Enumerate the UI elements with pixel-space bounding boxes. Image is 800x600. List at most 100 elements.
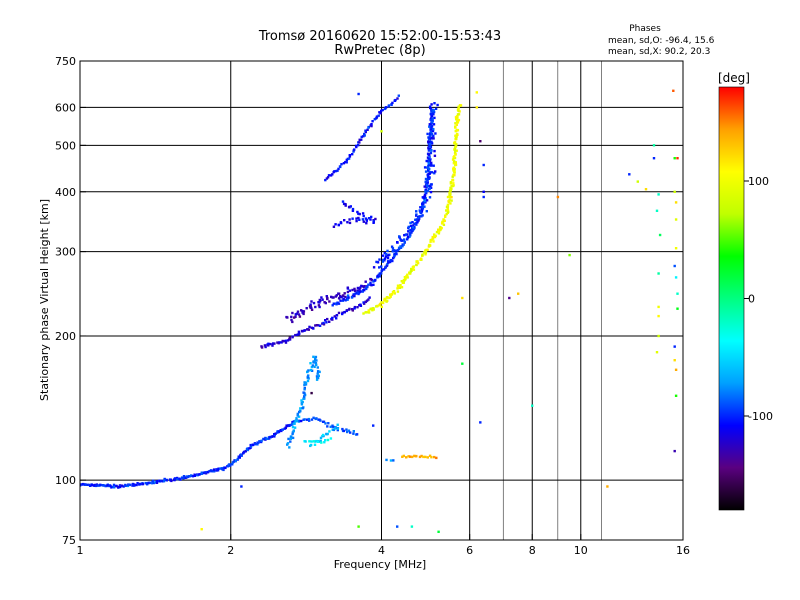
echo-point: [429, 128, 432, 131]
echo-point: [358, 288, 361, 291]
echo-point: [404, 233, 408, 236]
echo-point: [344, 295, 347, 299]
echo-point: [161, 480, 164, 483]
echo-point: [449, 202, 452, 205]
echo-point: [343, 311, 346, 314]
echo-point: [246, 448, 250, 452]
echo-point: [286, 443, 289, 446]
echo-point: [676, 292, 679, 295]
echo-point: [437, 232, 441, 235]
echo-point: [428, 135, 431, 138]
echo-point: [301, 330, 304, 333]
echo-point: [340, 296, 343, 299]
echo-point: [412, 224, 415, 227]
echo-point: [428, 148, 431, 151]
echo-point: [409, 272, 412, 275]
echo-point: [342, 162, 346, 165]
echo-point: [381, 268, 384, 271]
x-tick-label: 4: [378, 544, 385, 557]
echo-point: [234, 459, 237, 462]
echo-point: [354, 144, 358, 148]
echo-point: [452, 184, 455, 187]
echo-point: [296, 419, 299, 423]
echo-point: [437, 530, 440, 533]
echo-point: [378, 275, 381, 278]
echo-point: [173, 478, 176, 482]
echo-point: [302, 418, 305, 421]
echo-point: [312, 416, 315, 419]
echo-point: [439, 225, 442, 229]
echo-point: [139, 482, 142, 486]
echo-point: [404, 276, 407, 280]
echo-point: [315, 417, 318, 420]
echo-point: [268, 437, 271, 440]
echo-point: [351, 153, 354, 156]
echo-point: [452, 166, 456, 169]
echo-point: [432, 240, 435, 243]
echo-point: [380, 109, 383, 113]
echo-point: [292, 429, 295, 432]
echo-point: [293, 426, 297, 429]
echo-point: [380, 272, 383, 275]
echo-point: [307, 369, 310, 372]
echo-point: [419, 206, 422, 209]
echo-point: [314, 358, 317, 361]
echo-point: [246, 447, 249, 450]
echo-point: [350, 296, 354, 299]
echo-point: [286, 442, 290, 445]
echo-point: [396, 97, 399, 100]
echo-point: [479, 421, 482, 424]
echo-point: [315, 378, 319, 381]
echo-point: [424, 177, 428, 181]
x-tick-label: 6: [466, 544, 473, 557]
echo-point: [358, 218, 361, 221]
echo-point: [176, 478, 179, 481]
chart-title: Tromsø 20160620 15:52:00-15:53:43: [258, 29, 501, 44]
echo-point: [423, 205, 426, 208]
echo-point: [316, 366, 319, 369]
echo-point: [436, 103, 439, 107]
echo-point: [406, 235, 410, 239]
echo-point: [267, 344, 270, 347]
echo-point: [652, 144, 656, 147]
x-axis-ticks: 1 2 4 6 8 10 16: [77, 534, 690, 557]
echo-point: [389, 459, 393, 462]
echo-point: [188, 475, 192, 478]
echo-point: [293, 422, 296, 425]
echo-point: [325, 321, 328, 324]
echo-point: [307, 417, 311, 421]
echo-point: [332, 425, 335, 429]
echo-point: [365, 299, 369, 302]
echo-point: [412, 268, 416, 271]
echo-point: [398, 235, 401, 238]
echo-point: [346, 286, 349, 289]
echo-point: [363, 132, 366, 136]
echo-point: [426, 156, 430, 159]
echo-point: [365, 218, 368, 222]
echo-point: [453, 156, 457, 160]
echo-point: [309, 443, 313, 447]
echo-point: [437, 228, 440, 231]
echo-point: [674, 368, 678, 371]
echo-point: [106, 484, 109, 487]
echo-point: [606, 485, 609, 488]
echo-point: [284, 339, 287, 342]
echo-point: [288, 336, 291, 339]
echo-point: [366, 285, 369, 289]
echo-point: [291, 423, 294, 426]
echo-point: [346, 298, 349, 301]
echo-point: [328, 300, 331, 303]
echo-point: [297, 415, 301, 418]
echo-point: [304, 381, 308, 384]
echo-point: [454, 134, 457, 137]
echo-point: [362, 301, 365, 304]
echo-point: [428, 177, 431, 180]
echo-point: [433, 172, 436, 175]
echo-point: [457, 119, 460, 122]
echo-point: [415, 210, 418, 213]
echo-point: [392, 290, 396, 294]
x-tick-label: 16: [676, 544, 690, 557]
echo-point: [372, 424, 375, 427]
echo-point: [332, 428, 336, 432]
y-tick-label: 750: [55, 55, 76, 68]
